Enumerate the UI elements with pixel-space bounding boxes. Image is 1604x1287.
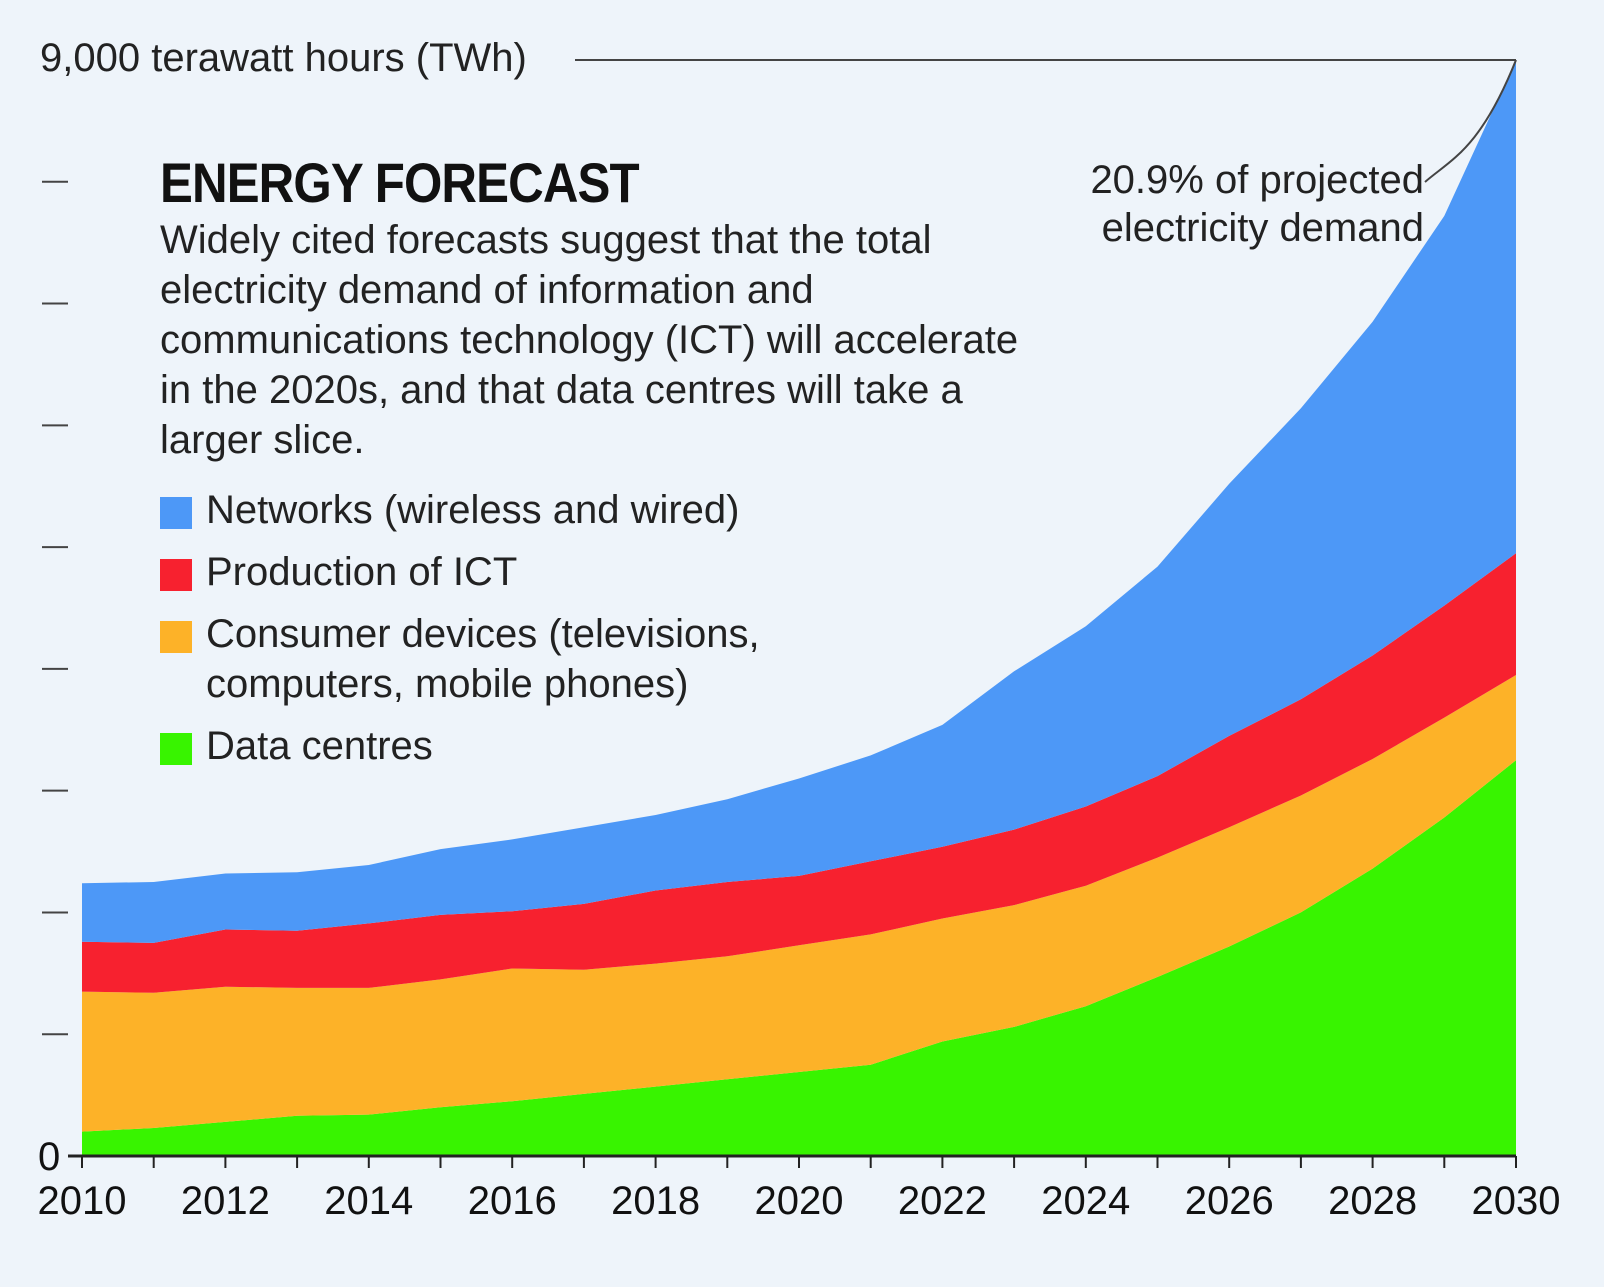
legend-item-production: Production of ICT (160, 547, 826, 597)
legend: Networks (wireless and wired) Production… (160, 485, 826, 771)
annotation-leader-line (1424, 59, 1517, 183)
stacked-areas (82, 60, 1516, 1156)
chart-subtitle: Widely cited forecasts suggest that the … (160, 218, 1019, 462)
legend-swatch-consumer-devices (160, 621, 192, 653)
annotation-total-share: 20.9% of projected electricity demand (1090, 158, 1424, 250)
area-consumer-devices-televisions-computers-mobile-phones (82, 675, 1516, 1132)
legend-label-networks: Networks (wireless and wired) (206, 488, 740, 532)
legend-item-networks: Networks (wireless and wired) (160, 485, 826, 535)
x-tick-label: 2018 (611, 1179, 700, 1223)
legend-swatch-networks (160, 497, 192, 529)
legend-label-data-centres: Data centres (206, 724, 433, 768)
x-tick-label: 2010 (38, 1179, 127, 1223)
x-tick-label: 2026 (1185, 1179, 1274, 1223)
x-tick-label: 2024 (1041, 1179, 1130, 1223)
x-tick-label: 2014 (324, 1179, 413, 1223)
legend-label-consumer-devices: Consumer devices (televisions, computers… (206, 612, 760, 706)
legend-item-data-centres: Data centres (160, 721, 826, 771)
area-production-of-ict (82, 553, 1516, 993)
legend-swatch-production (160, 559, 192, 591)
y-axis-label: 9,000 terawatt hours (TWh) (40, 36, 527, 80)
x-tick-label: 2030 (1472, 1179, 1561, 1223)
legend-label-production: Production of ICT (206, 550, 518, 594)
x-tick-label: 2012 (181, 1179, 270, 1223)
legend-swatch-data-centres (160, 733, 192, 765)
x-tick-label: 2020 (755, 1179, 844, 1223)
x-tick-label: 2022 (898, 1179, 987, 1223)
y-tick-label: 0 (38, 1135, 60, 1179)
chart-title: ENERGY FORECAST (160, 151, 640, 214)
x-tick-label: 2016 (468, 1179, 557, 1223)
x-tick-label: 2028 (1328, 1179, 1417, 1223)
legend-item-consumer-devices: Consumer devices (televisions, computers… (160, 609, 826, 709)
area-networks-wireless-and-wired (82, 60, 1516, 943)
area-data-centres (82, 760, 1516, 1156)
